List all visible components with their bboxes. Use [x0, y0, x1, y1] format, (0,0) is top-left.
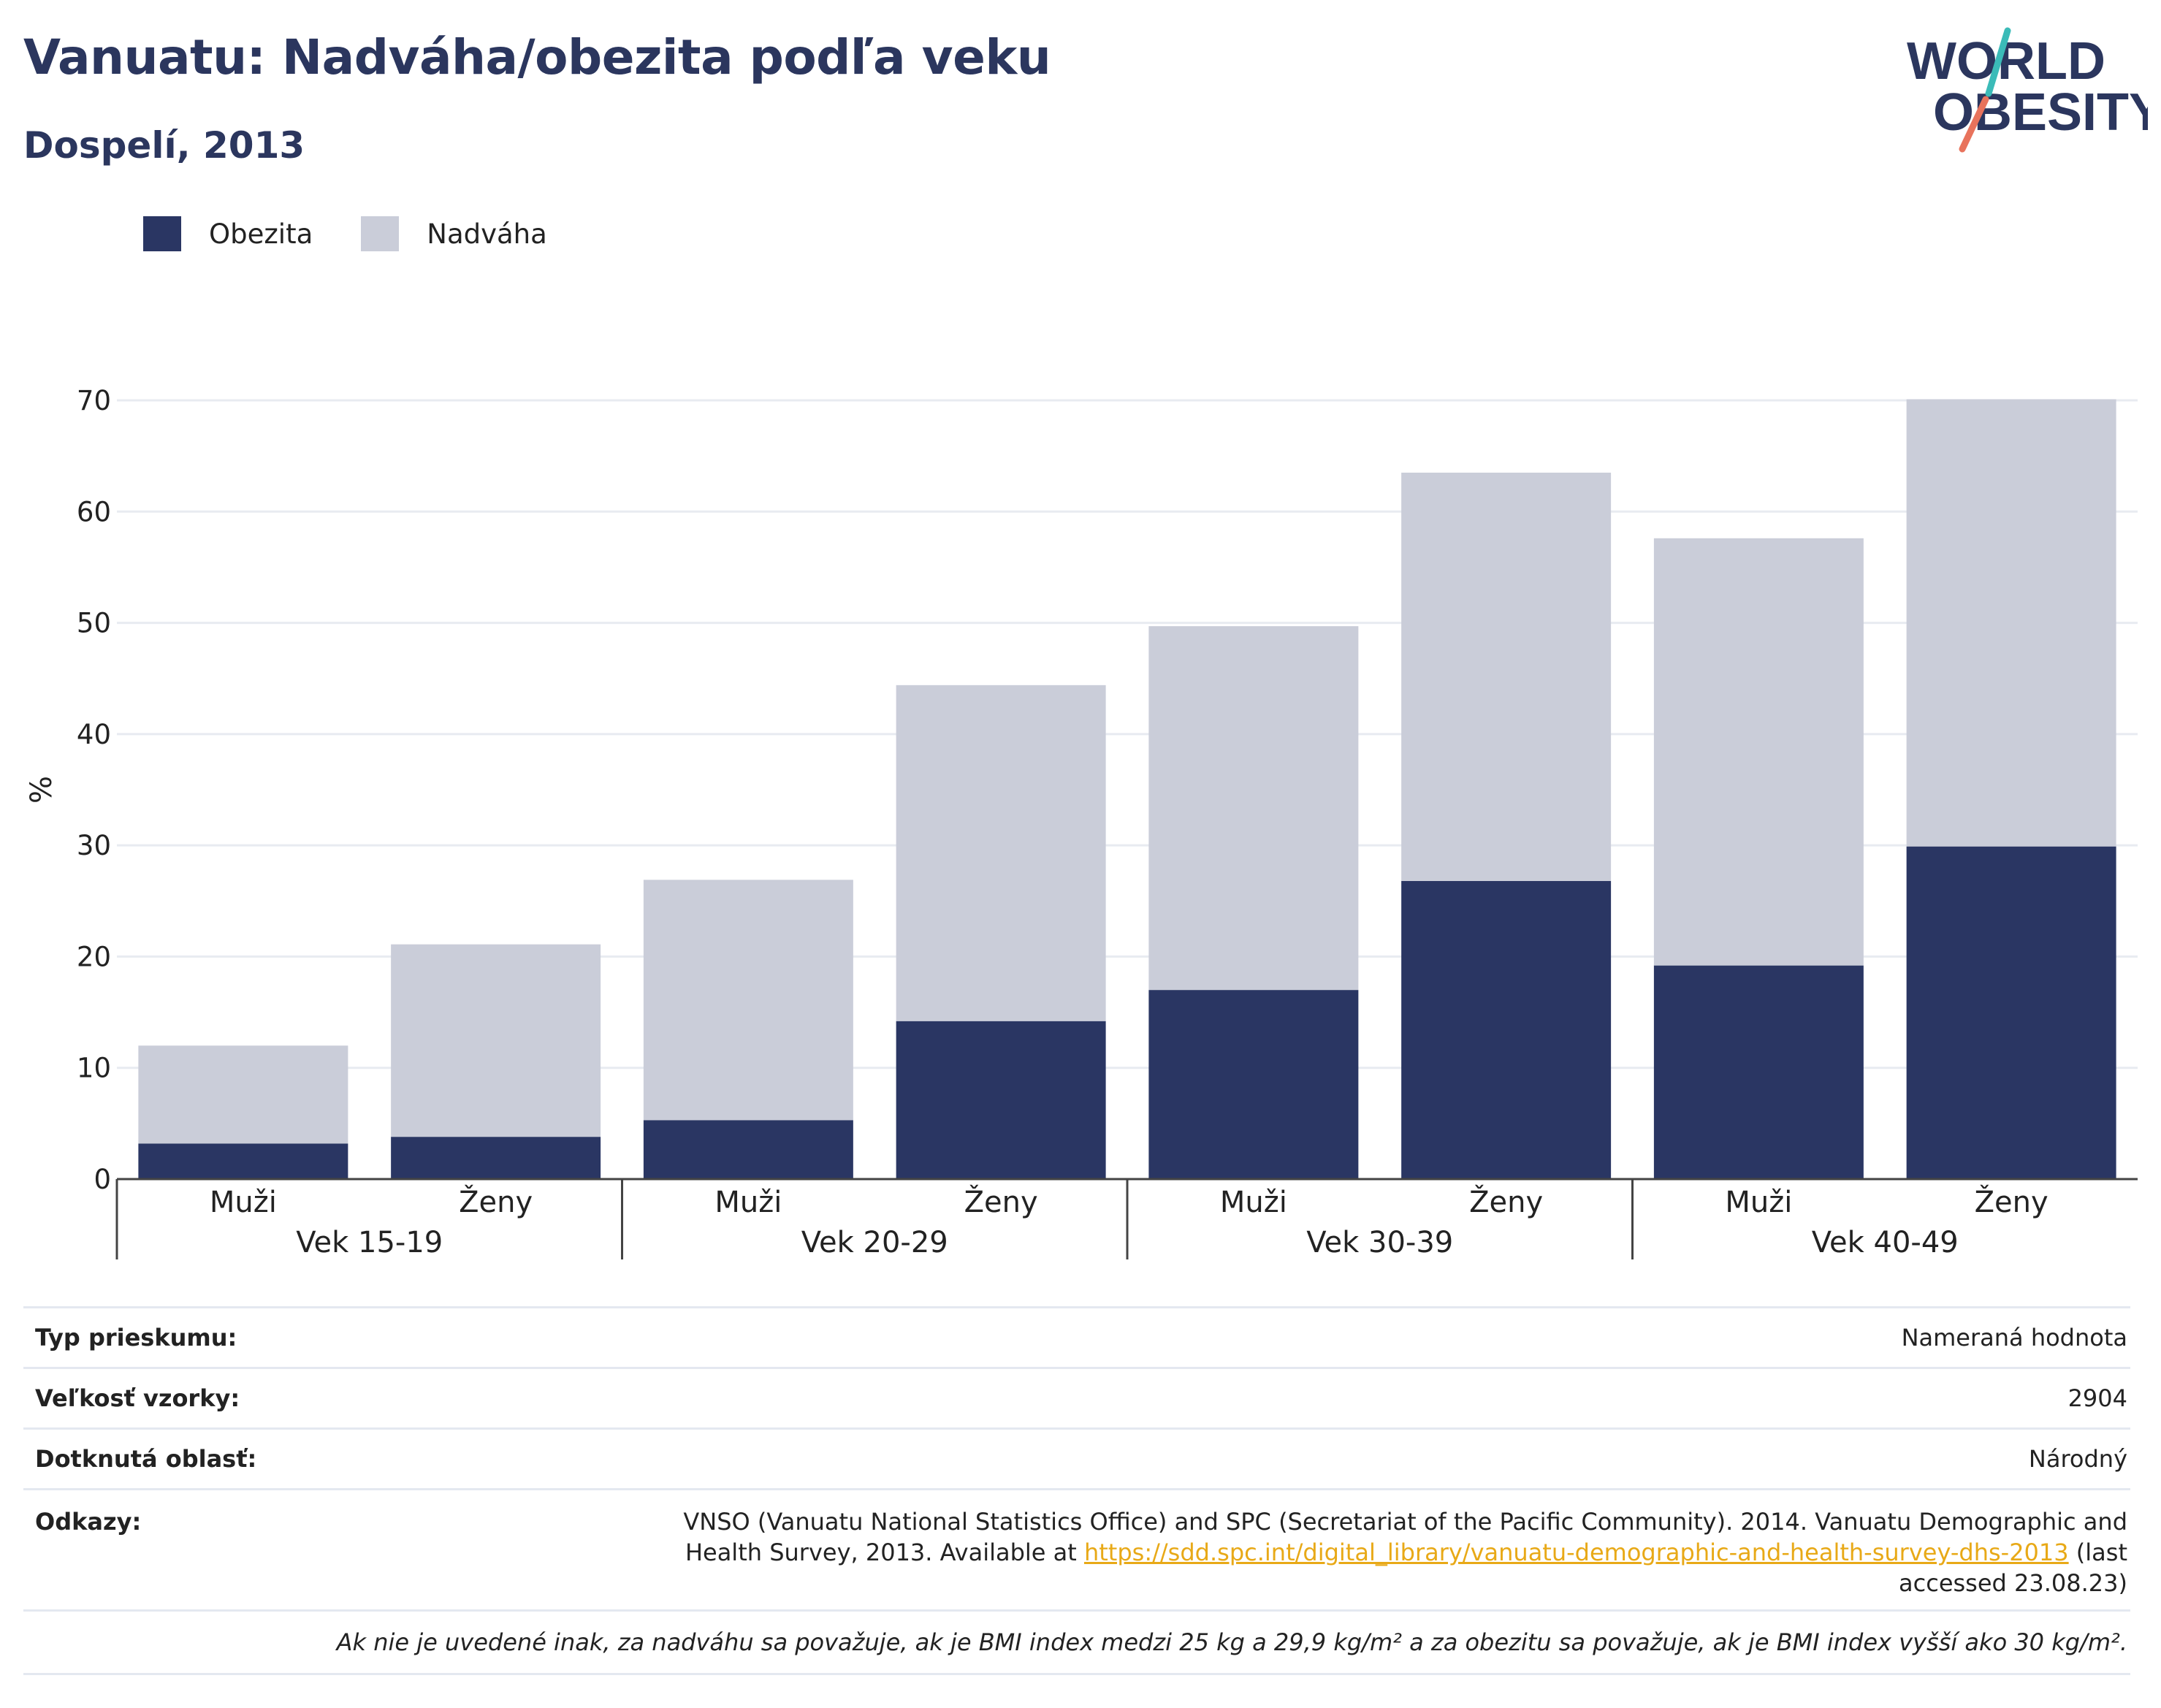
references-text: VNSO (Vanuatu National Statistics Office… — [637, 1506, 2130, 1598]
y-tick-label: 20 — [77, 941, 111, 972]
bar-overweight-2 — [643, 880, 853, 1121]
bar-obesity-6 — [1653, 965, 1864, 1179]
group-label: Vek 20-29 — [801, 1226, 948, 1259]
world-obesity-logo: WORLD OBESITY — [1907, 27, 2148, 153]
x-tick-label: Ženy — [1975, 1184, 2048, 1219]
survey-type-row: Typ prieskumu: Nameraná hodnota — [23, 1306, 2130, 1367]
y-tick-label: 60 — [77, 496, 111, 527]
bar-overweight-3 — [896, 685, 1106, 1021]
note-row: Ak nie je uvedené inak, za nadváhu sa po… — [23, 1609, 2130, 1675]
group-label: Vek 30-39 — [1306, 1226, 1453, 1259]
y-tick-label: 70 — [77, 385, 111, 416]
bar-obesity-3 — [896, 1021, 1106, 1179]
sample-size-row: Veľkosť vzorky: 2904 — [23, 1367, 2130, 1427]
x-tick-label: Muži — [714, 1186, 782, 1219]
bar-overweight-0 — [138, 1045, 348, 1144]
bar-overweight-7 — [1906, 399, 2116, 847]
group-label: Vek 15-19 — [296, 1226, 443, 1259]
y-tick-label: 0 — [94, 1164, 111, 1195]
legend-label-overweight: Nadváha — [427, 218, 547, 250]
info-table: Typ prieskumu: Nameraná hodnota Veľkosť … — [23, 1306, 2130, 1675]
bar-overweight-4 — [1148, 626, 1359, 991]
x-tick-label: Ženy — [964, 1184, 1038, 1219]
y-tick-label: 40 — [77, 719, 111, 750]
x-tick-label: Muži — [1725, 1186, 1792, 1219]
bmi-note: Ak nie je uvedené inak, za nadváhu sa po… — [336, 1628, 2127, 1656]
group-label: Vek 40-49 — [1812, 1226, 1959, 1259]
area-row: Dotknutá oblasť: Národný — [23, 1427, 2130, 1488]
survey-type-value: Nameraná hodnota — [1901, 1324, 2127, 1351]
bar-obesity-4 — [1148, 990, 1359, 1179]
references-text-before: VNSO (Vanuatu National Statistics Office… — [683, 1508, 2127, 1566]
bar-overweight-5 — [1401, 472, 1612, 881]
bar-obesity-1 — [391, 1137, 601, 1179]
references-text-after: (last accessed 23.08.23) — [1899, 1539, 2127, 1597]
chart-title: Vanuatu: Nadváha/obezita podľa veku — [23, 29, 1051, 85]
area-value: Národný — [2028, 1445, 2127, 1473]
bar-obesity-0 — [138, 1143, 348, 1179]
legend-swatch-obesity — [143, 216, 181, 251]
survey-type-label: Typ prieskumu: — [35, 1324, 237, 1351]
chart-legend: Obezita Nadváha — [143, 216, 595, 251]
y-tick-label: 30 — [77, 830, 111, 861]
y-axis-label: % — [25, 776, 58, 804]
references-label: Odkazy: — [35, 1508, 142, 1536]
x-tick-label: Muži — [1220, 1186, 1287, 1219]
bar-obesity-7 — [1906, 846, 2116, 1179]
x-tick-label: Muži — [210, 1186, 277, 1219]
x-tick-label: Ženy — [459, 1184, 533, 1219]
y-tick-label: 10 — [77, 1053, 111, 1084]
x-tick-label: Ženy — [1469, 1184, 1543, 1219]
area-label: Dotknutá oblasť: — [35, 1445, 257, 1473]
sample-size-value: 2904 — [2067, 1384, 2127, 1412]
references-row: Odkazy: VNSO (Vanuatu National Statistic… — [23, 1488, 2130, 1609]
legend-label-obesity: Obezita — [209, 218, 313, 250]
bar-obesity-5 — [1401, 880, 1612, 1179]
legend-item-obesity: Obezita — [143, 216, 313, 251]
legend-item-overweight: Nadváha — [361, 216, 547, 251]
legend-swatch-overweight — [361, 216, 400, 251]
chart-subtitle: Dospelí, 2013 — [23, 124, 305, 167]
y-tick-label: 50 — [77, 608, 111, 639]
bar-obesity-2 — [643, 1120, 853, 1179]
bar-overweight-1 — [391, 944, 601, 1137]
sample-size-label: Veľkosť vzorky: — [35, 1384, 240, 1412]
bar-overweight-6 — [1653, 538, 1864, 966]
references-link[interactable]: https://sdd.spc.int/digital_library/vanu… — [1083, 1539, 2069, 1566]
bar-chart: 0 10 20 30 40 50 60 70% Muži Ženy Muži Ženy Muži Ženy… — [25, 385, 2138, 1259]
